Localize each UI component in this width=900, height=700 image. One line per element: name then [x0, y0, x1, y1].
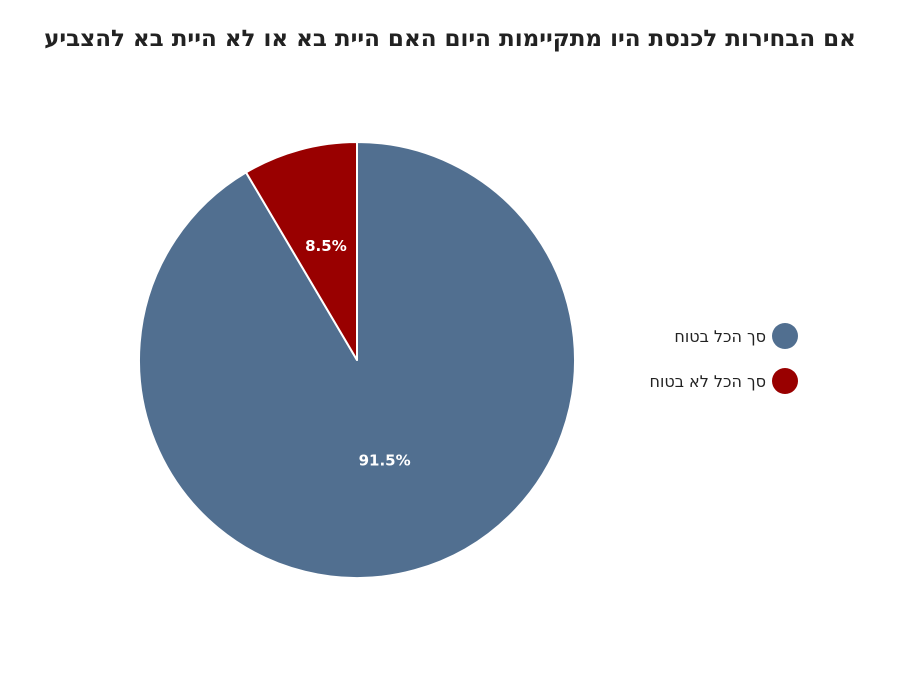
pie-label-sure: 91.5%	[359, 451, 411, 469]
pie-slice-not-sure[interactable]	[245, 141, 358, 361]
legend-swatch-sure	[772, 323, 798, 349]
legend-label-not-sure: סך הכל לא בטוח	[649, 371, 766, 391]
legend-item-sure[interactable]: סך הכל בטוח	[650, 322, 798, 350]
legend-label-sure: סך הכל בטוח	[674, 326, 766, 346]
legend-swatch-not-sure	[772, 368, 798, 394]
legend-item-not-sure[interactable]: סך הכל לא בטוח	[650, 367, 798, 395]
pie-label-not-sure: 8.5%	[305, 237, 347, 255]
pie-slices	[138, 141, 576, 579]
chart-title: אם הבחירות לכנסת היו מתקיימות היום האם ה…	[44, 26, 856, 52]
legend: סך הכל בטוח סך הכל לא בטוח	[650, 322, 798, 412]
pie-labels: 91.5% 8.5%	[305, 237, 411, 469]
